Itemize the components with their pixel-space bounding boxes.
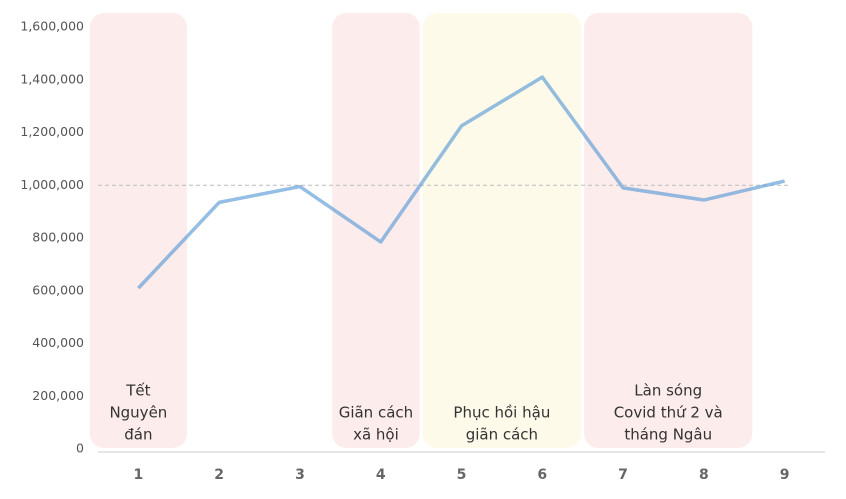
y-tick-label: 1,000,000: [20, 177, 84, 192]
highlight-region: [332, 13, 420, 448]
x-tick-label: 7: [618, 467, 628, 483]
y-tick-label: 0: [76, 441, 84, 456]
highlight-label: giãn cách: [466, 426, 538, 444]
y-tick-label: 1,400,000: [20, 71, 84, 86]
x-tick-label: 5: [457, 467, 467, 483]
y-tick-label: 1,600,000: [20, 19, 84, 34]
highlight-region: [584, 13, 753, 448]
highlight-label: Covid thứ 2 và: [614, 404, 723, 422]
x-tick-label: 1: [134, 467, 144, 483]
highlight-label: Nguyên: [109, 404, 167, 422]
x-tick-label: 2: [214, 467, 224, 483]
highlight-region: [422, 13, 582, 448]
highlight-label: Phục hồi hậu: [453, 404, 550, 422]
highlight-label: xã hội: [353, 426, 399, 444]
highlight-label: tháng Ngâu: [624, 426, 712, 444]
y-tick-label: 800,000: [32, 230, 84, 245]
y-tick-label: 400,000: [32, 335, 84, 350]
highlight-label: Làn sóng: [634, 382, 702, 400]
y-tick-label: 600,000: [32, 282, 84, 297]
y-tick-label: 200,000: [32, 388, 84, 403]
highlight-label: Giãn cách: [339, 404, 413, 422]
x-tick-label: 8: [699, 467, 709, 483]
highlight-label: đán: [124, 426, 152, 444]
highlight-region: [89, 13, 187, 448]
x-tick-label: 3: [295, 467, 305, 483]
data-line: [137, 75, 786, 290]
x-tick-label: 4: [376, 467, 386, 483]
y-tick-label: 1,200,000: [20, 124, 84, 139]
highlight-label: Tết: [125, 382, 150, 400]
x-tick-label: 9: [780, 467, 790, 483]
x-tick-label: 6: [537, 467, 547, 483]
